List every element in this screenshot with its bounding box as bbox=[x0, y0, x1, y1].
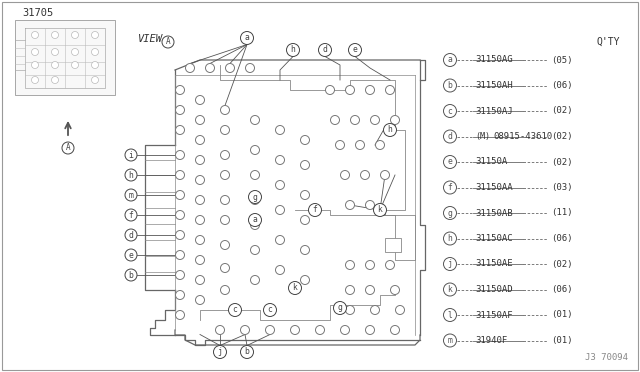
Circle shape bbox=[275, 235, 285, 244]
Circle shape bbox=[195, 115, 205, 125]
Text: (06): (06) bbox=[551, 81, 573, 90]
Circle shape bbox=[195, 256, 205, 264]
Circle shape bbox=[275, 266, 285, 275]
Circle shape bbox=[195, 196, 205, 205]
Circle shape bbox=[31, 61, 38, 68]
Circle shape bbox=[92, 61, 99, 68]
Circle shape bbox=[195, 155, 205, 164]
Circle shape bbox=[221, 125, 230, 135]
Text: h: h bbox=[129, 170, 133, 180]
Text: 31150AE: 31150AE bbox=[475, 260, 513, 269]
Text: g: g bbox=[447, 208, 452, 218]
Circle shape bbox=[195, 215, 205, 224]
Text: VIEW: VIEW bbox=[138, 34, 163, 44]
Circle shape bbox=[340, 326, 349, 334]
Circle shape bbox=[250, 170, 259, 180]
Circle shape bbox=[301, 246, 310, 254]
Circle shape bbox=[346, 285, 355, 295]
Text: k: k bbox=[292, 283, 298, 292]
Circle shape bbox=[241, 346, 253, 359]
Circle shape bbox=[371, 115, 380, 125]
Circle shape bbox=[205, 64, 214, 73]
Circle shape bbox=[340, 170, 349, 180]
Circle shape bbox=[221, 263, 230, 273]
Text: A: A bbox=[66, 144, 70, 153]
Circle shape bbox=[221, 241, 230, 250]
Circle shape bbox=[444, 105, 456, 118]
Text: b: b bbox=[244, 347, 250, 356]
Circle shape bbox=[264, 304, 276, 317]
Text: d: d bbox=[129, 231, 133, 240]
Circle shape bbox=[444, 54, 456, 67]
Circle shape bbox=[301, 135, 310, 144]
Text: (02): (02) bbox=[551, 260, 573, 269]
Circle shape bbox=[92, 77, 99, 83]
Circle shape bbox=[31, 77, 38, 83]
Circle shape bbox=[221, 151, 230, 160]
Circle shape bbox=[125, 249, 137, 261]
Circle shape bbox=[390, 326, 399, 334]
Circle shape bbox=[31, 48, 38, 55]
Circle shape bbox=[346, 260, 355, 269]
Text: l: l bbox=[447, 311, 452, 320]
Text: e: e bbox=[129, 250, 133, 260]
Text: h: h bbox=[447, 234, 452, 243]
Circle shape bbox=[248, 214, 262, 227]
Circle shape bbox=[175, 211, 184, 219]
Text: g: g bbox=[253, 192, 257, 202]
Text: b: b bbox=[447, 81, 452, 90]
Circle shape bbox=[250, 221, 259, 230]
Text: e: e bbox=[447, 157, 452, 167]
Circle shape bbox=[125, 229, 137, 241]
Text: a: a bbox=[244, 33, 250, 42]
Circle shape bbox=[195, 295, 205, 305]
Text: 31150A: 31150A bbox=[475, 157, 508, 167]
Text: (01): (01) bbox=[551, 336, 573, 345]
Circle shape bbox=[62, 142, 74, 154]
Circle shape bbox=[221, 170, 230, 180]
Circle shape bbox=[125, 149, 137, 161]
Circle shape bbox=[275, 155, 285, 164]
Circle shape bbox=[241, 32, 253, 45]
Text: (02): (02) bbox=[551, 106, 573, 115]
Circle shape bbox=[444, 257, 456, 270]
Circle shape bbox=[175, 291, 184, 299]
Circle shape bbox=[444, 130, 456, 143]
Text: A: A bbox=[166, 38, 170, 46]
Circle shape bbox=[275, 125, 285, 135]
Circle shape bbox=[330, 115, 339, 125]
Circle shape bbox=[385, 260, 394, 269]
Text: c: c bbox=[268, 305, 273, 314]
Circle shape bbox=[326, 86, 335, 94]
Circle shape bbox=[308, 203, 321, 217]
Circle shape bbox=[289, 282, 301, 295]
Circle shape bbox=[175, 190, 184, 199]
Circle shape bbox=[175, 170, 184, 180]
Circle shape bbox=[241, 326, 250, 334]
Circle shape bbox=[51, 48, 58, 55]
Circle shape bbox=[250, 115, 259, 125]
Circle shape bbox=[162, 36, 174, 48]
Circle shape bbox=[125, 169, 137, 181]
Circle shape bbox=[225, 64, 234, 73]
Circle shape bbox=[371, 305, 380, 314]
Text: (11): (11) bbox=[551, 208, 573, 218]
Text: g: g bbox=[337, 304, 342, 312]
Circle shape bbox=[216, 326, 225, 334]
Circle shape bbox=[301, 160, 310, 170]
Circle shape bbox=[51, 77, 58, 83]
Circle shape bbox=[365, 326, 374, 334]
Text: 31150AC: 31150AC bbox=[475, 234, 513, 243]
Text: 31150AD: 31150AD bbox=[475, 285, 513, 294]
Circle shape bbox=[444, 181, 456, 194]
Circle shape bbox=[383, 124, 397, 137]
Circle shape bbox=[248, 190, 262, 203]
Circle shape bbox=[365, 260, 374, 269]
Circle shape bbox=[444, 334, 456, 347]
Circle shape bbox=[175, 125, 184, 135]
Text: (03): (03) bbox=[551, 183, 573, 192]
Circle shape bbox=[287, 44, 300, 57]
Text: d: d bbox=[323, 45, 328, 55]
Circle shape bbox=[175, 106, 184, 115]
